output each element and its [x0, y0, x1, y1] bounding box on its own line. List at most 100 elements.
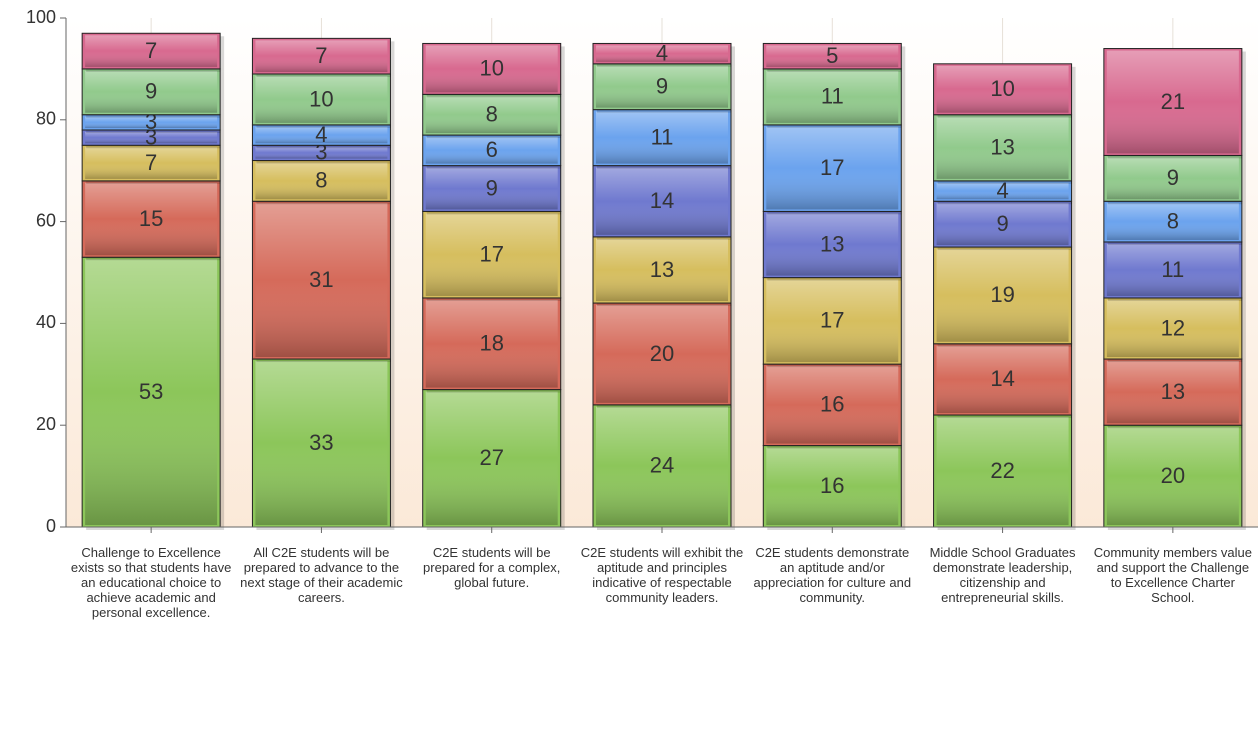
bar-segment-shine — [596, 406, 728, 525]
bar-segment-shine — [255, 361, 388, 525]
bar-segment-shine — [596, 305, 728, 403]
bar-segment-shine — [1106, 50, 1239, 154]
bar-segment-shine — [1106, 361, 1239, 424]
bar-segment-shine — [255, 75, 388, 123]
data-label: 11 — [821, 84, 844, 109]
x-tick-label: All C2E students will be prepared to adv… — [240, 545, 403, 605]
data-label: 7 — [145, 38, 157, 63]
data-label: 14 — [990, 366, 1014, 391]
data-label: 3 — [145, 109, 157, 134]
data-label: 7 — [145, 150, 157, 175]
bar-segment-shine — [85, 116, 218, 128]
bar-segment-shine — [1106, 157, 1239, 200]
bar-segment-shine — [85, 147, 218, 179]
bar-segment-shine — [596, 45, 728, 62]
bar-segment-shine — [255, 126, 388, 144]
y-tick-label: 60 — [36, 210, 56, 230]
data-label: 17 — [820, 308, 844, 333]
x-tick-label: C2E students will be prepared for a comp… — [423, 545, 561, 590]
data-label: 16 — [820, 392, 844, 417]
data-label: 10 — [309, 86, 333, 111]
data-label: 13 — [820, 231, 844, 256]
y-tick-label: 0 — [46, 516, 56, 536]
x-tick-label: Community members value and support the … — [1093, 545, 1252, 605]
y-tick-label: 100 — [26, 7, 56, 27]
data-label: 10 — [990, 76, 1014, 101]
bar-segment-shine — [766, 45, 899, 67]
bar-segment-shine — [766, 447, 899, 525]
bar-segment-shine — [766, 213, 899, 276]
data-label: 4 — [656, 40, 668, 65]
bar-segment-shine — [85, 35, 218, 67]
bar-segment-shine — [255, 147, 388, 159]
bar-segment-shine — [596, 238, 728, 302]
y-tick-label: 20 — [36, 414, 56, 434]
data-label: 22 — [990, 458, 1014, 483]
bar-segment-shine — [255, 40, 388, 72]
bar-segment-shine — [1106, 299, 1239, 358]
data-label: 8 — [315, 168, 327, 193]
bar-segment-shine — [596, 111, 728, 164]
data-label: 24 — [650, 453, 674, 478]
data-label: 13 — [990, 135, 1014, 160]
data-label: 16 — [820, 473, 844, 498]
data-label: 11 — [1161, 257, 1184, 282]
bar-segment-shine — [596, 65, 728, 108]
bar-segment-shine — [936, 417, 1069, 525]
data-label: 13 — [650, 257, 674, 282]
data-label: 11 — [651, 124, 674, 149]
x-tick-label: C2E students will exhibit the aptitude a… — [580, 545, 744, 605]
bar-segment-shine — [936, 65, 1069, 113]
data-label: 7 — [315, 43, 327, 68]
bar-segment-shine — [85, 182, 218, 256]
data-label: 8 — [486, 102, 498, 127]
x-tick-label: Middle School Graduates demonstrate lead… — [929, 545, 1076, 605]
data-label: 53 — [139, 379, 163, 404]
data-label: 27 — [479, 445, 503, 470]
bar-segment-shine — [425, 45, 558, 93]
data-label: 12 — [1161, 315, 1185, 340]
bar-segment-shine — [255, 162, 388, 200]
bar-segment-shine — [85, 259, 218, 525]
data-label: 9 — [486, 175, 498, 200]
data-label: 20 — [1161, 463, 1185, 488]
data-label: 19 — [990, 282, 1014, 307]
bar-segment-shine — [936, 182, 1069, 200]
bar-segment-shine — [596, 167, 728, 235]
data-label: 4 — [996, 178, 1008, 203]
chart: 0204060801005315733973331834107271817968… — [26, 7, 1258, 536]
bar-segment-shine — [766, 126, 899, 210]
bar-segment-shine — [85, 70, 218, 113]
data-label: 31 — [309, 267, 333, 292]
bar-segment-shine — [766, 279, 899, 363]
data-label: 9 — [145, 79, 157, 104]
data-label: 5 — [826, 43, 838, 68]
data-label: 13 — [1161, 379, 1185, 404]
bar-segment-shine — [936, 345, 1069, 414]
data-label: 9 — [656, 74, 668, 99]
bar-segment-shine — [1106, 243, 1239, 296]
data-label: 17 — [820, 155, 844, 180]
bar-segment-shine — [425, 137, 558, 164]
data-label: 18 — [479, 331, 503, 356]
bar-segment-shine — [425, 391, 558, 525]
data-label: 3 — [145, 124, 157, 149]
data-label: 6 — [486, 137, 498, 162]
x-tick-label: C2E students demonstrate an aptitude and… — [753, 545, 912, 605]
data-label: 8 — [1167, 208, 1179, 233]
data-label: 9 — [996, 211, 1008, 236]
bar-segment-shine — [936, 203, 1069, 246]
bar-segment-shine — [425, 213, 558, 296]
data-label: 14 — [650, 188, 674, 213]
bar-segment-shine — [255, 203, 388, 358]
x-tick-label: Challenge to Excellence exists so that s… — [70, 545, 232, 620]
bar-segment-shine — [766, 366, 899, 444]
bar-segment-shine — [425, 299, 558, 388]
bar-segment-shine — [936, 116, 1069, 179]
data-label: 4 — [315, 122, 327, 147]
bar-segment-shine — [85, 131, 218, 144]
y-tick-label: 80 — [36, 109, 56, 129]
data-label: 3 — [315, 140, 327, 165]
data-label: 33 — [309, 430, 333, 455]
bar-segment-shine — [1106, 203, 1239, 240]
